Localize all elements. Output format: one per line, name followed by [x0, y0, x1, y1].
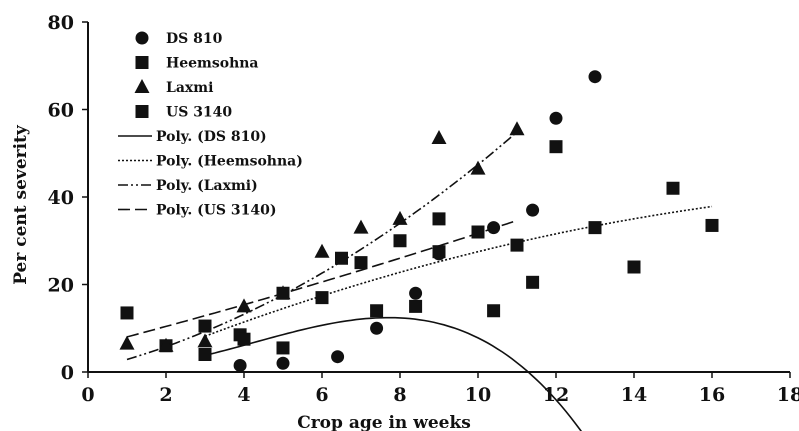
trendline-poly-laxmi [126, 131, 518, 361]
data-point-laxmi [119, 335, 135, 350]
data-point-us-3140 [276, 286, 290, 300]
trendlines [126, 131, 713, 431]
legend-label: Laxmi [166, 80, 213, 96]
data-point-heemsohna [705, 218, 719, 232]
data-point-laxmi [236, 298, 252, 313]
data-point-ds-810 [409, 286, 423, 300]
legend: DS 810 Heemsohna Laxmi US 3140 Poly. (DS 810… [118, 31, 303, 219]
data-point-heemsohna [315, 291, 329, 305]
y-axis-ticks: 0 20 40 60 80 [48, 12, 88, 384]
data-point-ds-810 [549, 111, 563, 125]
data-point-laxmi [353, 219, 369, 234]
data-point-us-3140 [237, 332, 251, 346]
data-point-laxmi [392, 210, 408, 225]
data-point-us-3140 [471, 225, 485, 239]
legend-label: Poly. (DS 810) [156, 129, 267, 145]
legend-label: Poly. (Heemsohna) [156, 154, 303, 170]
trendline-poly-heemsohna [204, 205, 713, 337]
x-tick-label: 2 [159, 384, 172, 406]
legend-label: Poly. (US 3140) [156, 203, 277, 219]
data-point-heemsohna [526, 275, 540, 289]
legend-marker-laxmi [134, 79, 150, 93]
legend-label: Poly. (Laxmi) [156, 178, 258, 194]
data-point-us-3140 [198, 319, 212, 333]
x-tick-label: 8 [393, 384, 406, 406]
x-tick-label: 4 [237, 384, 250, 406]
x-axis-title: Crop age in weeks [297, 413, 471, 431]
x-tick-label: 14 [621, 384, 647, 406]
x-axis-ticks: 0 2 4 6 8 10 12 14 16 18 [81, 372, 799, 406]
data-point-laxmi [314, 243, 330, 258]
x-tick-label: 0 [81, 384, 94, 406]
data-point-heemsohna [432, 245, 446, 259]
x-tick-label: 16 [699, 384, 725, 406]
data-point-us-3140 [335, 251, 348, 265]
data-point-laxmi [470, 160, 486, 175]
legend-label: Heemsohna [166, 56, 259, 72]
y-tick-label: 40 [48, 187, 74, 209]
y-tick-label: 0 [61, 362, 74, 384]
data-point-us-3140 [393, 234, 407, 248]
data-point-heemsohna [666, 181, 680, 195]
data-point-us-3140 [549, 140, 563, 154]
x-tick-label: 18 [777, 384, 799, 406]
data-point-us-3140 [354, 256, 368, 270]
legend-marker-us-3140 [135, 105, 149, 118]
data-point-heemsohna [588, 221, 602, 235]
data-markers [119, 70, 719, 372]
data-point-laxmi [431, 129, 447, 144]
data-point-heemsohna [409, 299, 423, 313]
data-point-us-3140 [510, 238, 524, 252]
data-point-ds-810 [487, 221, 501, 235]
data-point-heemsohna [198, 348, 212, 361]
legend-marker-heemsohna [135, 56, 149, 69]
data-point-ds-810 [276, 356, 290, 370]
legend-marker-ds-810 [135, 31, 149, 45]
x-tick-label: 12 [543, 384, 569, 406]
data-point-laxmi [197, 333, 213, 348]
trendline-poly-ds-810 [204, 316, 583, 431]
data-point-heemsohna [487, 304, 501, 318]
data-point-heemsohna [370, 304, 384, 318]
x-tick-label: 6 [315, 384, 328, 406]
data-point-laxmi [158, 337, 174, 352]
y-tick-label: 60 [48, 100, 74, 122]
y-tick-label: 20 [48, 275, 74, 297]
data-point-ds-810 [233, 358, 247, 372]
data-point-ds-810 [331, 350, 345, 364]
x-tick-label: 10 [465, 384, 491, 406]
y-axis-title: Per cent severity [11, 124, 31, 285]
data-point-us-3140 [120, 306, 134, 320]
y-tick-label: 80 [48, 12, 74, 34]
data-point-laxmi [509, 121, 525, 136]
data-point-ds-810 [588, 70, 602, 84]
legend-label: DS 810 [166, 31, 223, 47]
data-point-ds-810 [370, 321, 384, 335]
data-point-us-3140 [432, 212, 446, 226]
legend-label: US 3140 [166, 105, 232, 121]
data-point-heemsohna [276, 341, 290, 355]
data-point-ds-810 [526, 203, 540, 217]
data-point-heemsohna [627, 260, 641, 274]
